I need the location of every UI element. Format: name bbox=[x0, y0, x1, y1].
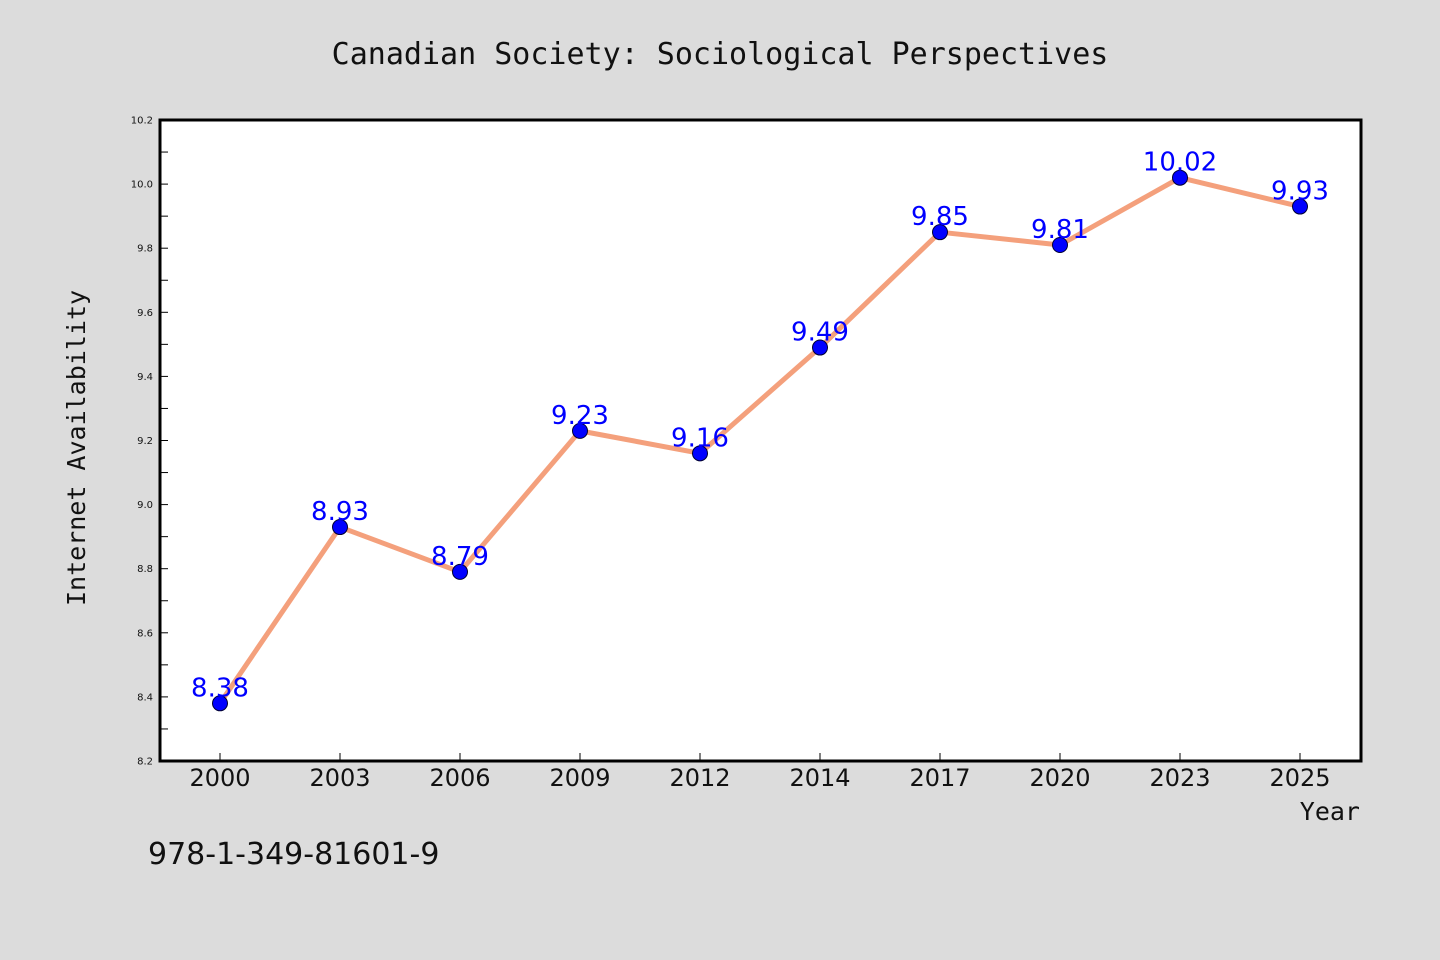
series-line bbox=[217, 175, 1301, 705]
y-tick-label: 10.0 bbox=[131, 180, 153, 191]
x-tick-label: 2000 bbox=[189, 764, 250, 792]
y-tick-label: 9.4 bbox=[137, 372, 153, 383]
data-label: 8.79 bbox=[431, 542, 489, 572]
y-axis-ticks: 8.2 8.4 8.6 8.8 9.0 9.2 9.4 9.6 9.8 10.0 10.2 bbox=[131, 116, 168, 768]
y-tick-label: 9.0 bbox=[137, 500, 153, 511]
data-label: 9.81 bbox=[1031, 215, 1089, 245]
data-label: 10.02 bbox=[1143, 148, 1217, 178]
y-tick-label: 9.6 bbox=[137, 308, 153, 319]
data-point bbox=[572, 422, 588, 439]
x-tick-label: 2009 bbox=[549, 764, 610, 792]
data-point bbox=[212, 695, 228, 712]
data-label: 9.16 bbox=[671, 423, 729, 453]
y-tick-label: 8.4 bbox=[137, 692, 153, 703]
x-axis-ticks: 2000 2003 2006 2009 2012 2014 2017 2020 2023 2025 bbox=[189, 753, 1331, 792]
data-point bbox=[932, 224, 948, 241]
data-label: 9.93 bbox=[1271, 177, 1329, 207]
data-point bbox=[692, 445, 708, 462]
y-tick-label: 9.2 bbox=[137, 436, 153, 447]
x-tick-label: 2025 bbox=[1269, 764, 1330, 792]
data-label: 8.93 bbox=[311, 497, 369, 527]
x-tick-label: 2006 bbox=[429, 764, 490, 792]
plot-area bbox=[158, 118, 1363, 763]
data-label: 9.49 bbox=[791, 318, 849, 348]
data-point bbox=[452, 563, 468, 580]
y-tick-label: 10.2 bbox=[131, 116, 153, 127]
x-tick-label: 2014 bbox=[789, 764, 850, 792]
data-point bbox=[812, 339, 828, 356]
x-tick-label: 2023 bbox=[1149, 764, 1210, 792]
chart-title: Canadian Society: Sociological Perspecti… bbox=[332, 37, 1109, 72]
x-tick-label: 2020 bbox=[1029, 764, 1090, 792]
data-label: 8.38 bbox=[191, 673, 249, 703]
data-point bbox=[332, 519, 348, 536]
y-axis-label: Internet Availability bbox=[62, 290, 91, 606]
x-tick-label: 2017 bbox=[909, 764, 970, 792]
y-tick-label: 9.8 bbox=[137, 244, 153, 255]
y-tick-label: 8.8 bbox=[137, 564, 153, 575]
data-point bbox=[1292, 198, 1308, 215]
isbn-text: 978-1-349-81601-9 bbox=[148, 837, 439, 872]
x-axis-label: Year bbox=[1300, 797, 1360, 826]
data-label: 9.23 bbox=[551, 401, 609, 431]
data-point bbox=[1052, 236, 1068, 253]
series-layer: 8.38 8.93 8.79 9.23 9.16 9.49 9.85 9.81 10.02 9.9… bbox=[191, 148, 1329, 712]
y-tick-label: 8.6 bbox=[137, 628, 153, 639]
data-label: 9.85 bbox=[911, 202, 969, 232]
y-tick-label: 8.2 bbox=[137, 757, 153, 768]
x-tick-label: 2012 bbox=[669, 764, 730, 792]
data-point bbox=[1172, 169, 1188, 186]
x-tick-label: 2003 bbox=[309, 764, 370, 792]
